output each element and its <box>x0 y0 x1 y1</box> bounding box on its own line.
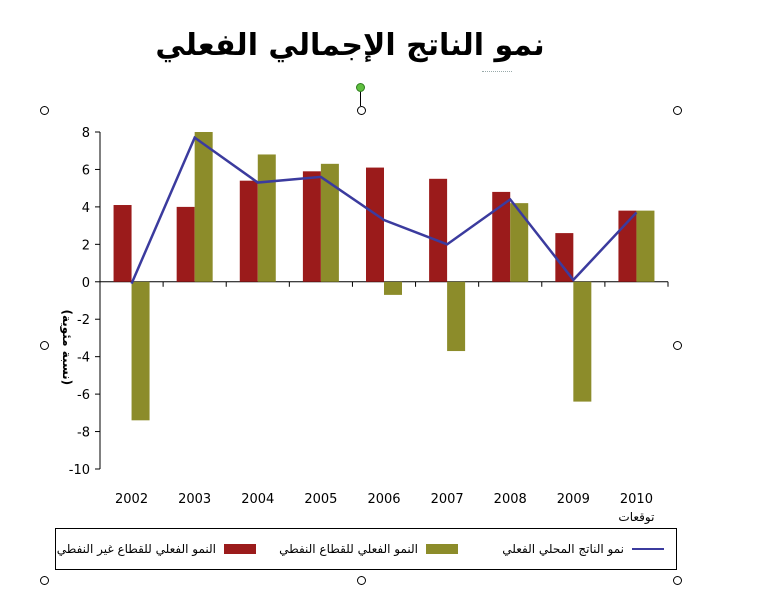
resize-handle-bottom-right[interactable] <box>673 576 682 585</box>
resize-handle-bottom-left[interactable] <box>40 576 49 585</box>
y-tick-label: 8 <box>82 126 90 141</box>
y-tick-label: 2 <box>82 238 90 253</box>
y-tick-label: -2 <box>77 313 90 328</box>
resize-handle-top-right[interactable] <box>673 106 682 115</box>
resize-handle-bottom[interactable] <box>357 576 366 585</box>
bar-oil <box>257 154 276 282</box>
y-tick-label: 4 <box>82 201 90 216</box>
bar-non-oil <box>176 206 195 282</box>
legend-item-non-oil: النمو الفعلي للقطاع غير النفطي <box>57 541 256 557</box>
x-tick-label: 2010 <box>620 492 653 507</box>
x-tick-label: 2003 <box>178 492 211 507</box>
resize-handle-top-left[interactable] <box>40 106 49 115</box>
y-axis-label: (نسبة مئوية) <box>59 309 74 385</box>
legend-label-total: نمو الناتج المحلي الفعلي <box>502 542 624 556</box>
x-tick-label: 2008 <box>494 492 527 507</box>
bar-non-oil <box>302 171 321 282</box>
x-tick-label: 2002 <box>115 492 148 507</box>
x-tick-label: 2009 <box>557 492 590 507</box>
bar-non-oil <box>366 167 384 282</box>
bar-oil <box>447 281 466 352</box>
legend-item-oil: النمو الفعلي للقطاع النفطي <box>279 541 458 557</box>
spellcheck-underline <box>482 68 512 72</box>
y-tick-label: -6 <box>77 388 90 403</box>
rotation-handle[interactable] <box>356 83 365 92</box>
legend: نمو الناتج المحلي الفعلي النمو الفعلي لل… <box>55 528 677 570</box>
bar-non-oil <box>492 191 511 282</box>
bar-oil <box>573 281 592 402</box>
chart-title: نمو الناتج الإجمالي الفعلي <box>155 28 545 63</box>
legend-item-total: نمو الناتج المحلي الفعلي <box>502 541 664 557</box>
resize-handle-top[interactable] <box>357 106 366 115</box>
y-tick-label: 0 <box>82 276 90 291</box>
y-tick-label: -4 <box>77 351 90 366</box>
y-tick-label: 6 <box>82 163 90 178</box>
legend-label-oil: النمو الفعلي للقطاع النفطي <box>279 542 418 556</box>
x-tick-label: 2006 <box>367 492 400 507</box>
bar-non-oil <box>239 180 258 282</box>
rotation-handle-stem <box>360 90 361 106</box>
bar-non-oil <box>113 205 132 282</box>
bar-oil <box>510 203 529 282</box>
x-tick-label: 2004 <box>241 492 274 507</box>
x-tick-label: 2007 <box>431 492 464 507</box>
legend-bar-swatch <box>426 544 458 554</box>
bar-non-oil <box>555 233 574 282</box>
y-tick-label: -10 <box>69 463 90 478</box>
bar-non-oil <box>429 178 448 282</box>
bar-oil <box>131 281 150 421</box>
legend-label-non-oil: النمو الفعلي للقطاع غير النفطي <box>56 542 216 556</box>
legend-bar-swatch <box>224 544 256 554</box>
x-tick-label: 2005 <box>304 492 337 507</box>
y-tick-label: -8 <box>77 426 90 441</box>
bar-oil <box>194 132 213 282</box>
resize-handle-left[interactable] <box>40 341 49 350</box>
bar-oil <box>320 163 339 282</box>
x-note-label: توقعات <box>618 510 654 525</box>
legend-line-swatch <box>632 548 664 550</box>
resize-handle-right[interactable] <box>673 341 682 350</box>
bar-oil <box>384 281 402 295</box>
bar-oil <box>636 210 655 282</box>
